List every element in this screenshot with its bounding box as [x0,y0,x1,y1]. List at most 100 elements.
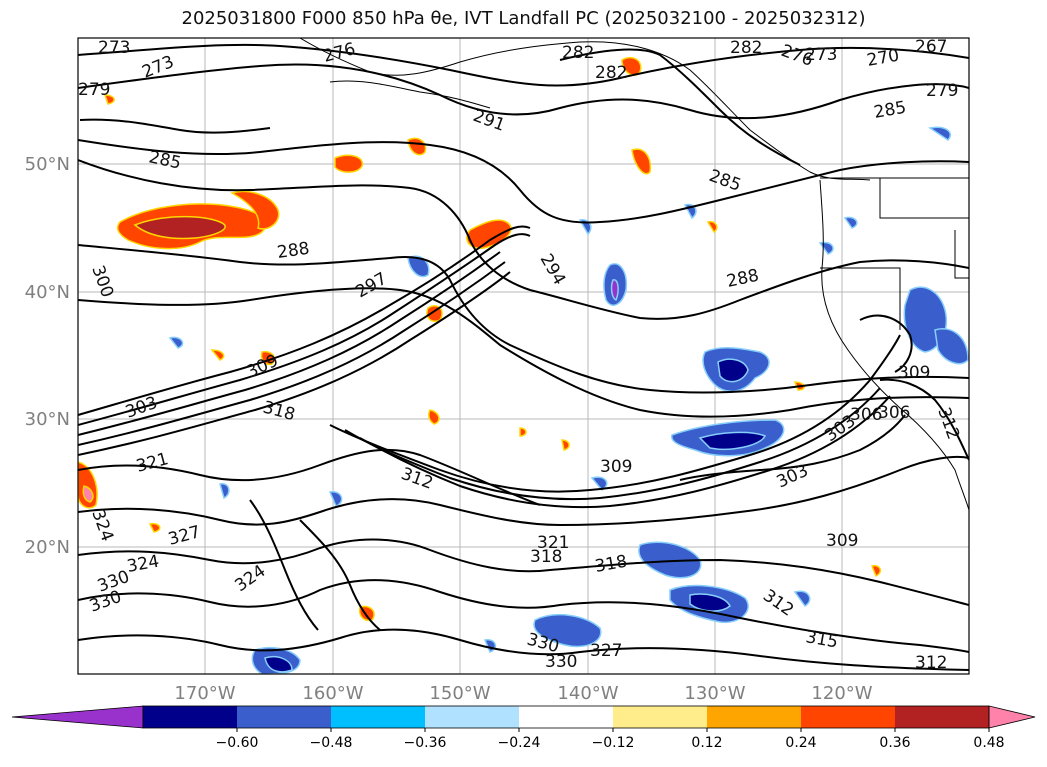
colorbar-tick-label: 0.36 [879,735,910,751]
contour-label: 318 [530,547,562,567]
contour-line [344,387,881,501]
plot-area [78,38,969,674]
pc-patch [533,613,602,648]
colorbar-segment [237,706,332,728]
lat-label: 20°N [25,537,70,558]
aleutian-chain [329,80,491,109]
colorbar-segment [331,706,426,728]
contour-line [78,448,541,506]
pc-patch [82,485,94,503]
pc-patch [793,590,811,608]
contour-label: 309 [600,457,632,477]
contour-line [78,244,969,394]
pc-patch [428,409,440,425]
colorbar-segment [707,706,802,728]
contour-line [78,63,969,120]
colorbar-tick-label: −0.60 [216,735,259,751]
contour-line [78,455,969,527]
state-border [954,230,969,279]
contour-line [79,118,271,134]
contour-line [78,251,501,436]
gridlines [78,38,969,674]
colorbar-tick-label: −0.24 [498,735,541,751]
colorbar-segment [801,706,896,728]
contour-line [329,334,901,493]
contour-line [78,287,969,418]
lat-label: 40°N [25,282,70,303]
contour-line [249,499,319,631]
negative-anomaly-patches [168,126,969,674]
pc-patch [631,148,652,175]
colorbar-tick-label: 0.12 [691,735,722,751]
colorbar-segment [613,706,708,728]
pc-patch [717,358,749,383]
plot-frame [77,37,970,675]
contour-line [78,233,531,426]
contour-line [78,261,506,446]
pc-patch [168,336,184,349]
us-west-coast [819,179,969,511]
pc-patch [334,154,364,173]
pc-patch [934,328,969,365]
contour-line [78,43,969,87]
lon-label: 160°W [302,683,363,704]
contour-line [78,628,969,671]
contour-label: 282 [595,63,627,83]
lon-label: 150°W [429,683,490,704]
colorbar-segment [425,706,520,728]
pc-patch [407,255,430,278]
state-border [879,178,969,219]
contour-line [78,225,531,416]
pc-patch [706,220,718,234]
pc-patch [219,483,230,500]
colorbar-tick-label: −0.48 [310,735,353,751]
lat-label: 50°N [25,154,70,175]
colorbar-tick-label: −0.36 [404,735,447,751]
pc-patch [928,126,951,141]
contour-label: 282 [730,38,762,58]
contour-label: 279 [78,80,110,100]
pc-patch [561,439,570,451]
pc-patch [698,431,767,450]
contour-label: 321 [537,533,569,553]
contour-label: 309 [826,531,858,551]
colorbar-extend-min [11,705,144,729]
lon-label: 120°W [811,683,872,704]
colorbar-segment [143,706,238,728]
pc-patch [210,349,225,361]
colorbar-segment [519,706,614,728]
theta-e-contours [78,43,969,671]
colorbar-segment [895,706,990,728]
contour-line [78,579,969,653]
contour-label: 306 [878,403,910,423]
contour-label: 288 [276,239,311,263]
contour-line [859,314,913,373]
pc-patch [843,216,858,229]
state-border [820,267,901,330]
contour-line [78,139,969,224]
colorbar [11,705,1036,729]
lon-label: 130°W [684,683,745,704]
pc-patch [610,279,619,302]
contour-label: 273 [98,38,130,58]
contour-label: 330 [545,652,577,672]
colorbar-tick-labels: −0.60 −0.48 −0.36 −0.24 −0.12 0.12 0.24 0.36 0.4… [216,728,1005,751]
colorbar-extend-max [988,705,1036,729]
contour-line [78,159,969,320]
lon-label: 140°W [557,683,618,704]
contour-line [78,271,511,456]
colorbar-tick-label: 0.48 [973,735,1004,751]
colorbar-tick-label: 0.24 [785,735,816,751]
positive-anomaly-patches [78,56,882,622]
pc-patch [264,656,293,673]
contour-line [78,538,969,606]
pc-patch [148,522,161,533]
pc-patch [590,476,608,491]
contour-label: 267 [915,37,947,57]
pc-patch [133,215,226,240]
contour-line [559,48,801,166]
pc-patch [689,593,731,612]
pc-patch [870,564,882,578]
map-title: 2025031800 F000 850 hPa θe, IVT Landfall… [181,8,866,29]
